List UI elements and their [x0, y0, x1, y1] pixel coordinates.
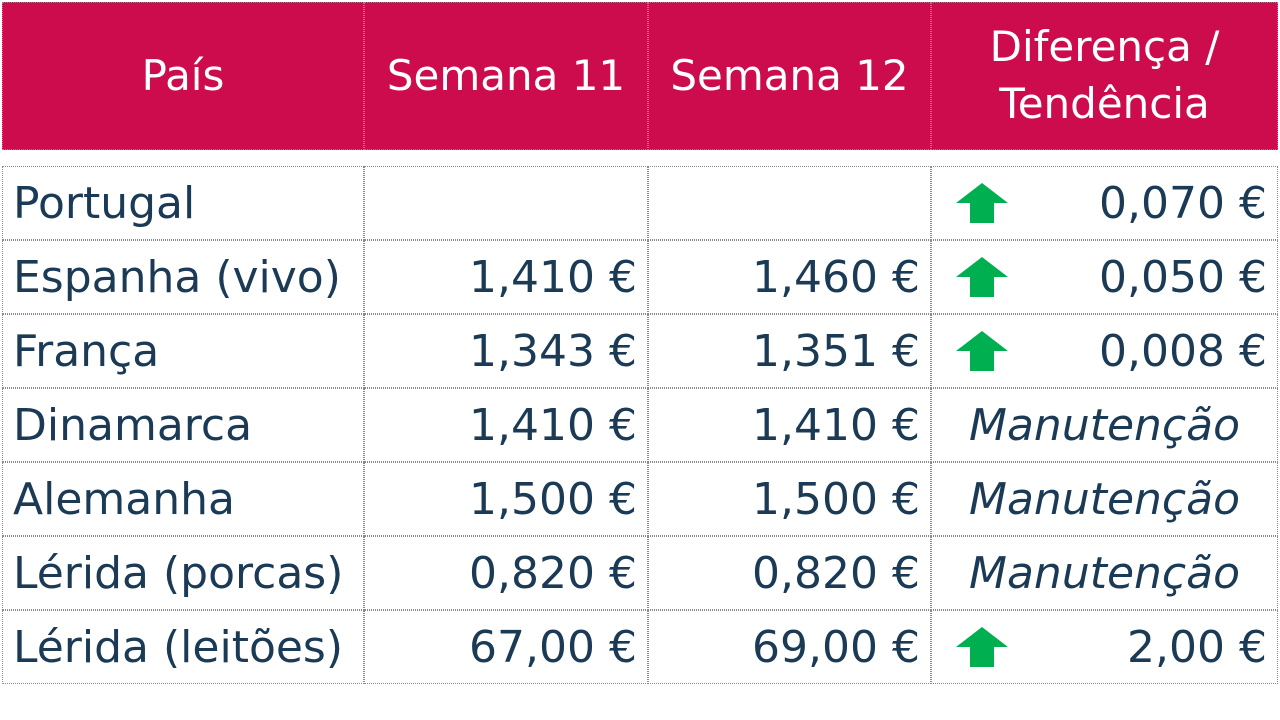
semana-11-cell: 1,343 €: [364, 314, 648, 388]
header-semana-11: Semana 11: [364, 2, 648, 150]
semana-12-cell: 0,820 €: [648, 536, 931, 610]
semana-12-cell: 1,500 €: [648, 462, 931, 536]
difference-value: 0,050 €: [1099, 251, 1267, 303]
country-cell: Espanha (vivo): [2, 240, 364, 314]
difference-trend-cell: Manutenção: [931, 388, 1278, 462]
difference-value: Manutenção: [969, 399, 1240, 451]
difference-trend-cell: Manutenção: [931, 536, 1278, 610]
table-row: Lérida (leitões) 67,00 €69,00 € 2,00 €: [2, 610, 1278, 684]
header-diferenca-tendencia: Diferença / Tendência: [931, 2, 1278, 150]
arrow-up-icon: [956, 257, 1008, 297]
semana-12-cell: [648, 166, 931, 240]
arrow-up-icon: [956, 331, 1008, 371]
semana-11-cell: 1,410 €: [364, 388, 648, 462]
table-row: Espanha (vivo) 1,410 €1,460 € 0,050 €: [2, 240, 1278, 314]
difference-trend-cell: 0,050 €: [931, 240, 1278, 314]
country-cell: Portugal: [2, 166, 364, 240]
semana-11-cell: 1,410 €: [364, 240, 648, 314]
table-row: França 1,343 €1,351 € 0,008 €: [2, 314, 1278, 388]
semana-12-cell: 1,460 €: [648, 240, 931, 314]
semana-11-cell: 67,00 €: [364, 610, 648, 684]
country-cell: Lérida (porcas): [2, 536, 364, 610]
difference-value: Manutenção: [969, 473, 1240, 525]
semana-11-cell: [364, 166, 648, 240]
semana-12-cell: 1,351 €: [648, 314, 931, 388]
arrow-up-icon: [956, 627, 1008, 667]
header-semana-12: Semana 12: [648, 2, 931, 150]
table-row: Portugal 0,070 €: [2, 166, 1278, 240]
header-pais: País: [2, 2, 364, 150]
arrow-up-icon: [956, 183, 1008, 223]
country-cell: Alemanha: [2, 462, 364, 536]
semana-11-cell: 1,500 €: [364, 462, 648, 536]
difference-value: 0,070 €: [1099, 177, 1267, 229]
difference-value: Manutenção: [969, 547, 1240, 599]
semana-12-cell: 69,00 €: [648, 610, 931, 684]
country-cell: Lérida (leitões): [2, 610, 364, 684]
difference-trend-cell: Manutenção: [931, 462, 1278, 536]
difference-trend-cell: 2,00 €: [931, 610, 1278, 684]
difference-value: 0,008 €: [1099, 325, 1267, 377]
table-header-row: País Semana 11 Semana 12 Diferença / Ten…: [2, 2, 1278, 150]
price-table-body: Portugal 0,070 € Espanha (vivo) 1,410 €1,46…: [2, 166, 1278, 684]
table-row: Dinamarca 1,410 €1,410 € Manutenção: [2, 388, 1278, 462]
difference-trend-cell: 0,008 €: [931, 314, 1278, 388]
table-row: Lérida (porcas) 0,820 €0,820 € Manutenção: [2, 536, 1278, 610]
semana-11-cell: 0,820 €: [364, 536, 648, 610]
difference-trend-cell: 0,070 €: [931, 166, 1278, 240]
table-row: Alemanha 1,500 €1,500 € Manutenção: [2, 462, 1278, 536]
country-cell: Dinamarca: [2, 388, 364, 462]
semana-12-cell: 1,410 €: [648, 388, 931, 462]
country-cell: França: [2, 314, 364, 388]
difference-value: 2,00 €: [1127, 621, 1267, 673]
